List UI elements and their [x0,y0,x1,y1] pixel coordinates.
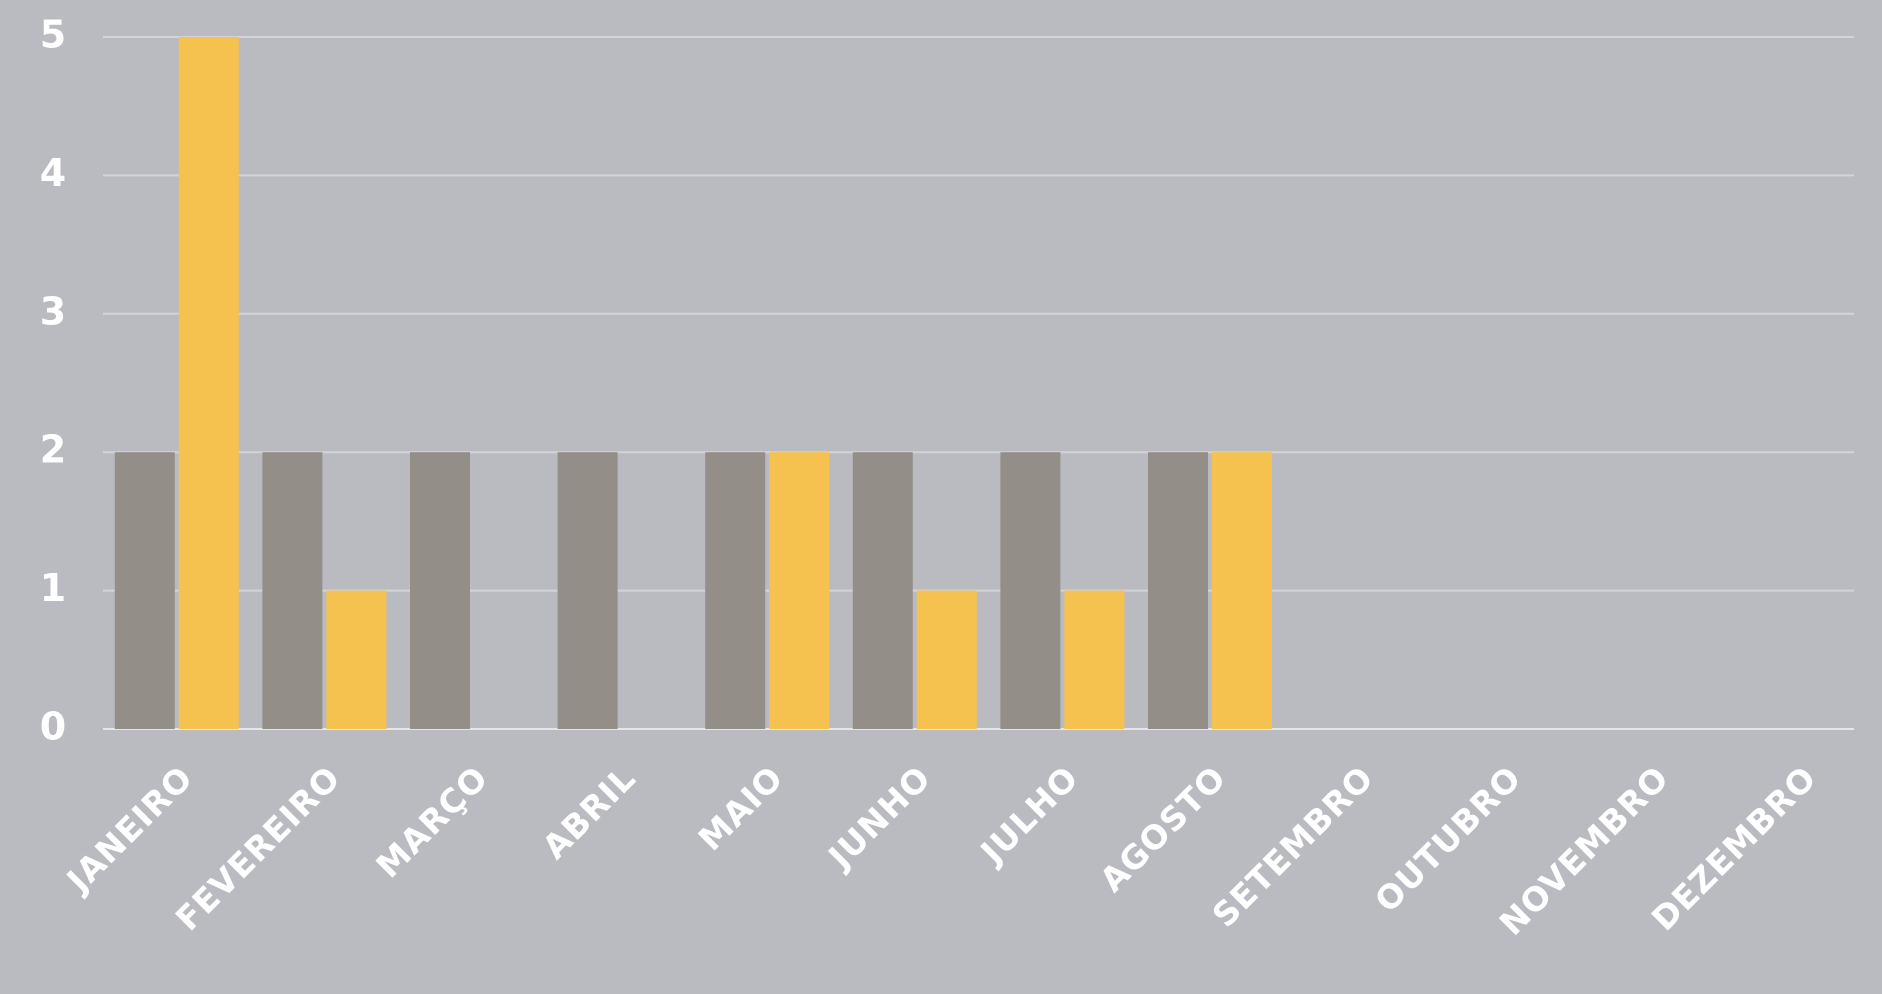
y-tick-label: 4 [40,151,66,195]
bar [1000,452,1061,729]
bar [1212,452,1272,729]
bar [410,452,470,729]
bar [1064,590,1125,729]
y-tick-label: 5 [40,13,66,57]
bar [326,590,387,729]
y-tick-label: 3 [40,289,66,333]
bar [557,452,618,729]
bar [178,37,239,729]
y-tick-label: 0 [40,705,66,749]
y-tick-label: 1 [40,566,66,610]
bar [769,452,830,729]
bar [705,452,766,729]
bar [852,452,913,729]
bar [916,590,977,729]
y-tick-label: 2 [40,428,66,472]
bar [262,452,323,729]
bar [1148,452,1208,729]
bar [114,452,175,729]
